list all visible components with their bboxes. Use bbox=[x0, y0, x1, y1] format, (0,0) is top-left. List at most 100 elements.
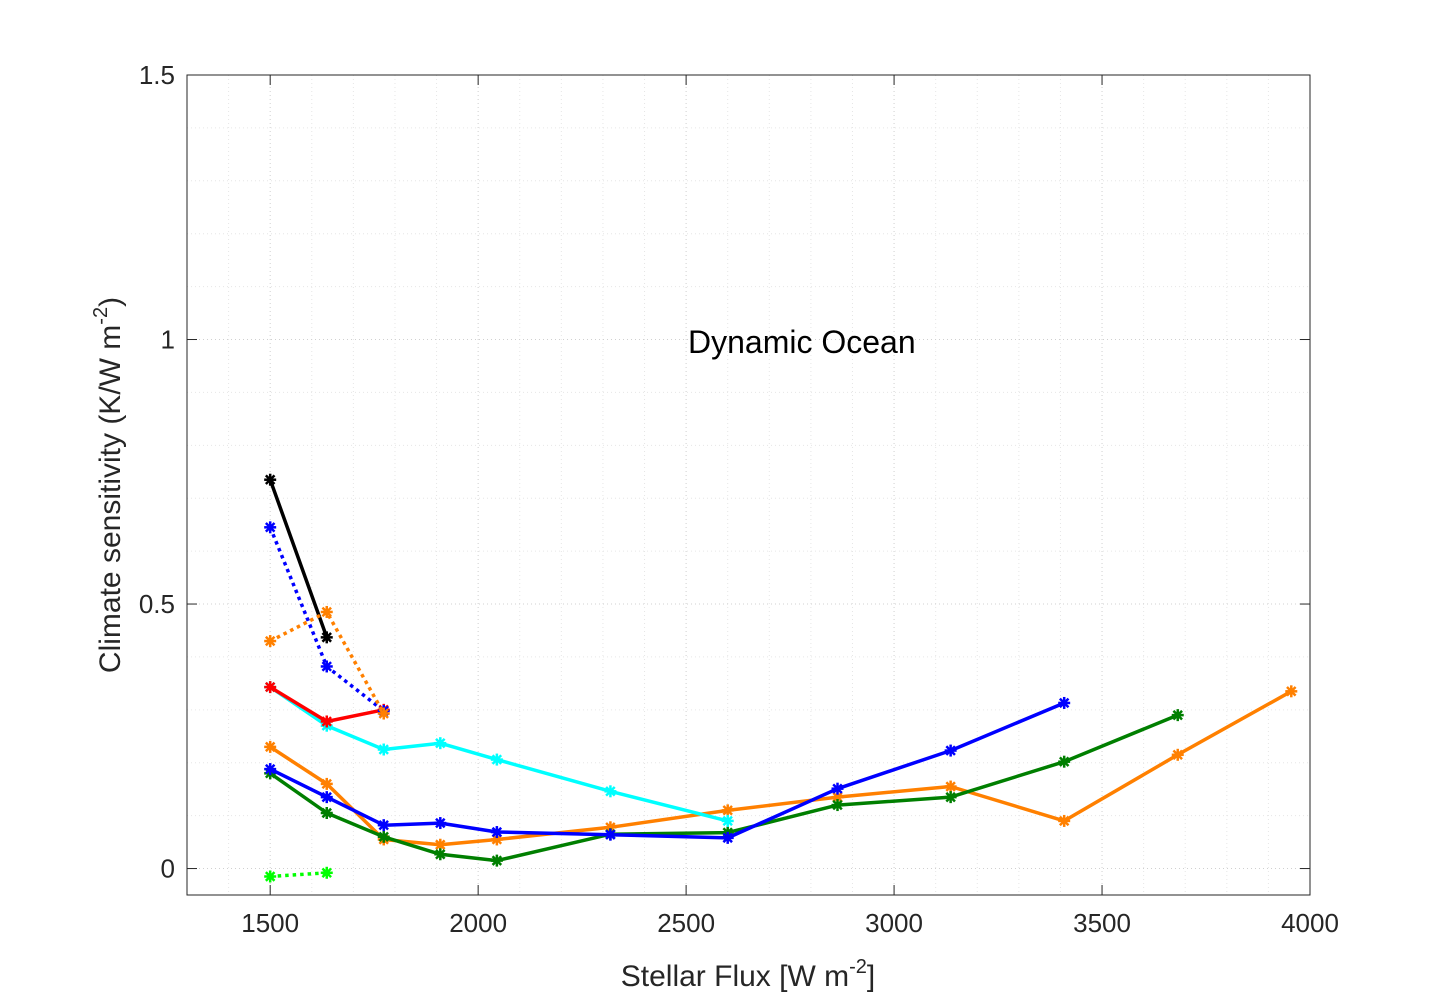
marker-stroke bbox=[1058, 756, 1070, 767]
marker-stroke bbox=[1172, 709, 1183, 721]
x-tick-label: 1500 bbox=[241, 908, 299, 938]
data-point-orange-solid bbox=[264, 740, 277, 753]
marker-stroke bbox=[378, 708, 389, 719]
data-point-blue-solid bbox=[1058, 696, 1071, 709]
y-tick-label: 1 bbox=[161, 325, 175, 355]
marker-stroke bbox=[832, 783, 843, 794]
marker-stroke bbox=[321, 606, 332, 618]
data-point-black-solid bbox=[320, 631, 333, 644]
marker-stroke bbox=[491, 754, 503, 765]
data-point-orange-dotted bbox=[377, 707, 390, 720]
series-line-lime-dotted bbox=[270, 871, 327, 879]
marker-stroke bbox=[264, 681, 276, 693]
data-point-orange-solid bbox=[721, 804, 734, 817]
marker-stroke bbox=[832, 791, 843, 803]
marker-stroke bbox=[321, 716, 332, 727]
data-point-green-solid bbox=[1058, 755, 1071, 768]
data-point-green-solid bbox=[831, 799, 844, 812]
series-line-black-solid bbox=[268, 477, 329, 640]
data-point-blue-solid bbox=[434, 817, 447, 830]
data-point-cyan-solid bbox=[434, 737, 447, 750]
marker-stroke bbox=[378, 819, 389, 831]
data-point-cyan-solid bbox=[490, 753, 503, 766]
data-point-cyan-solid bbox=[721, 814, 734, 827]
data-point-blue-solid bbox=[490, 826, 503, 839]
x-ticks: 1500 2000 2500 3000 3500 4000 bbox=[241, 75, 1339, 938]
series-black-solid bbox=[264, 473, 333, 644]
marker-stroke bbox=[832, 799, 843, 811]
marker-stroke bbox=[945, 745, 956, 756]
marker-stroke bbox=[264, 474, 276, 485]
series-orange-dotted bbox=[264, 605, 390, 720]
marker-stroke bbox=[435, 737, 446, 749]
marker-stroke bbox=[1286, 686, 1297, 697]
y-tick-label: 0 bbox=[161, 854, 175, 884]
marker-stroke bbox=[321, 632, 332, 643]
series-blue-solid bbox=[264, 696, 1071, 844]
marker-stroke bbox=[1172, 749, 1183, 761]
data-point-green-solid bbox=[490, 854, 503, 867]
marker-stroke bbox=[321, 791, 332, 803]
marker-stroke bbox=[945, 781, 956, 792]
data-point-cyan-solid bbox=[377, 743, 390, 756]
data-point-cyan-solid bbox=[604, 785, 617, 798]
y-tick-label: 1.5 bbox=[139, 60, 175, 90]
data-point-orange-solid bbox=[1285, 685, 1298, 698]
data-point-orange-dotted bbox=[264, 635, 277, 648]
marker-stroke bbox=[945, 791, 956, 803]
data-point-blue-solid bbox=[721, 831, 734, 844]
grid bbox=[186, 74, 1311, 895]
marker-stroke bbox=[321, 661, 332, 672]
marker-stroke bbox=[491, 826, 503, 838]
marker-stroke bbox=[491, 855, 503, 866]
data-point-red-solid bbox=[320, 715, 333, 728]
data-point-blue-solid bbox=[604, 828, 617, 841]
y-tick-label: 0.5 bbox=[139, 589, 175, 619]
marker-stroke bbox=[435, 817, 446, 829]
marker-stroke bbox=[264, 522, 276, 533]
series-lime-dotted bbox=[264, 866, 333, 883]
axes-box bbox=[186, 74, 1311, 896]
data-point-blue-solid bbox=[831, 782, 844, 795]
x-axis-label: Stellar Flux [W m-2] bbox=[621, 956, 876, 993]
data-point-green-solid bbox=[434, 848, 447, 861]
data-point-green-solid bbox=[1171, 709, 1184, 722]
x-tick-label: 4000 bbox=[1281, 908, 1339, 938]
data-point-green-solid bbox=[320, 807, 333, 819]
marker-stroke bbox=[1058, 815, 1070, 827]
x-tick-label: 3000 bbox=[865, 908, 923, 938]
data-point-lime-dotted bbox=[264, 870, 277, 883]
data-point-black-solid bbox=[264, 473, 277, 486]
marker-stroke bbox=[378, 744, 389, 755]
marker-stroke bbox=[321, 778, 332, 790]
data-point-blue-dotted bbox=[264, 521, 277, 534]
data-point-orange-dotted bbox=[320, 605, 333, 618]
y-axis-label: Climate sensitivity (K/W m-2) bbox=[90, 297, 127, 673]
marker-stroke bbox=[321, 807, 332, 819]
marker-stroke bbox=[722, 805, 733, 816]
data-point-orange-solid bbox=[1058, 814, 1071, 827]
data-point-orange-solid bbox=[320, 777, 333, 790]
data-point-orange-solid bbox=[434, 838, 447, 851]
marker-stroke bbox=[605, 786, 616, 797]
data-point-green-solid bbox=[944, 791, 957, 804]
data-point-blue-solid bbox=[264, 763, 277, 776]
series-line-blue-solid bbox=[268, 701, 1066, 840]
marker-stroke bbox=[605, 829, 616, 840]
marker-stroke bbox=[435, 849, 446, 860]
marker-stroke bbox=[264, 763, 276, 775]
data-point-blue-solid bbox=[377, 819, 390, 832]
marker-stroke bbox=[1058, 697, 1070, 709]
data-point-orange-solid bbox=[944, 780, 957, 793]
marker-stroke bbox=[264, 741, 276, 753]
marker-stroke bbox=[722, 815, 733, 827]
data-point-green-solid bbox=[377, 830, 390, 843]
data-point-red-solid bbox=[264, 681, 277, 694]
data-point-orange-solid bbox=[1171, 748, 1184, 761]
annotation-dynamic-ocean: Dynamic Ocean bbox=[688, 324, 916, 360]
marker-stroke bbox=[264, 635, 276, 647]
x-tick-label: 3500 bbox=[1073, 908, 1131, 938]
marker-stroke bbox=[264, 871, 276, 882]
